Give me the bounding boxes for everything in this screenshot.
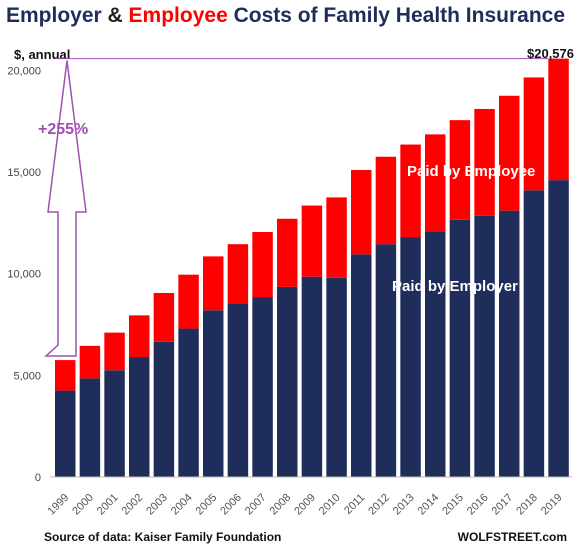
x-tick-label: 2014 [416,492,442,518]
x-tick-label: 2016 [465,492,491,518]
y-axis-label: $, annual [14,47,70,62]
x-tick-label: 2013 [391,492,417,518]
y-tick-label: 15,000 [7,167,41,179]
bar-employer [449,219,471,478]
x-tick-label: 2003 [144,492,170,518]
x-tick-label: 2019 [539,492,565,518]
bar-employee [548,58,569,181]
bar-employer [326,277,347,477]
bar-employee [104,332,125,371]
bar-employer [203,310,224,477]
growth-arrow-icon [44,60,87,357]
x-tick-label: 2011 [342,492,367,517]
bar-employee [277,218,298,287]
bar-employee [301,205,323,277]
x-tick-label: 1999 [46,492,72,518]
bar-employer [351,254,372,477]
bar-employee [227,244,249,304]
bar-employer [548,180,569,477]
bar-employer [425,231,446,477]
brand-label: WOLFSTREET.com [457,530,567,544]
bar-employer [178,328,199,477]
bar-employee [129,315,150,358]
bar-employer [400,237,421,477]
y-tick-label: 20,000 [7,65,41,77]
bar-employer [79,378,101,477]
chart-title: Employer & Employee Costs of Family Heal… [6,4,565,28]
bar-employee [79,345,101,379]
bar-employee [203,256,224,311]
bar-employee [55,360,76,391]
bar-employer [277,286,298,477]
bar-employee [153,292,175,342]
x-tick-label: 2002 [120,492,146,518]
title-ampersand: & [101,4,129,27]
title-rest: Costs of Family Health Insurance [227,4,566,27]
bar-employee [523,77,545,191]
source-note: Source of data: Kaiser Family Foundation [44,530,282,544]
bar-employee [326,197,347,278]
bar-employee [449,120,471,220]
x-tick-label: 2004 [169,492,195,518]
bar-employer [252,297,273,477]
x-tick-label: 2009 [292,492,318,518]
bar-employer [301,276,323,477]
y-tick-label: 0 [35,472,41,484]
x-tick-label: 2000 [70,492,96,518]
bar-employer [523,190,545,478]
y-tick-label: 10,000 [7,269,41,281]
bar-employer [375,244,397,477]
bar-employee [499,95,520,211]
x-tick-label: 2007 [243,492,269,518]
series-label-employee: Paid by Employee [407,163,535,180]
bar-employer [129,357,150,477]
bar-employer [499,210,520,477]
bar-employee [178,274,199,329]
x-tick-label: 2015 [440,492,466,518]
bar-employee [252,231,273,298]
bar-employee [474,108,495,216]
bar-employee [375,156,397,245]
x-tick-label: 2010 [317,492,343,518]
x-tick-label: 2018 [514,492,540,518]
x-tick-label: 2008 [268,492,294,518]
bar-employee [400,144,421,238]
x-tick-label: 2012 [366,492,392,518]
bar-employer [153,341,175,477]
y-tick-label: 5,000 [13,370,41,382]
bar-employer [55,390,76,477]
bar-employer [474,215,495,477]
x-tick-label: 2005 [194,492,220,518]
growth-label: +255% [38,121,88,138]
top-value-label: $20,576 [527,46,574,61]
bar-employer [104,370,125,477]
bar-employee [425,134,446,232]
bar-employee [351,169,372,255]
x-tick-label: 2006 [218,492,244,518]
title-employer: Employer [6,4,102,27]
title-employee: Employee [128,4,228,27]
series-label-employer: Paid by Employer [392,278,518,295]
x-tick-label: 2001 [95,492,121,518]
x-tick-label: 2017 [490,492,516,518]
bar-employer [227,303,249,477]
